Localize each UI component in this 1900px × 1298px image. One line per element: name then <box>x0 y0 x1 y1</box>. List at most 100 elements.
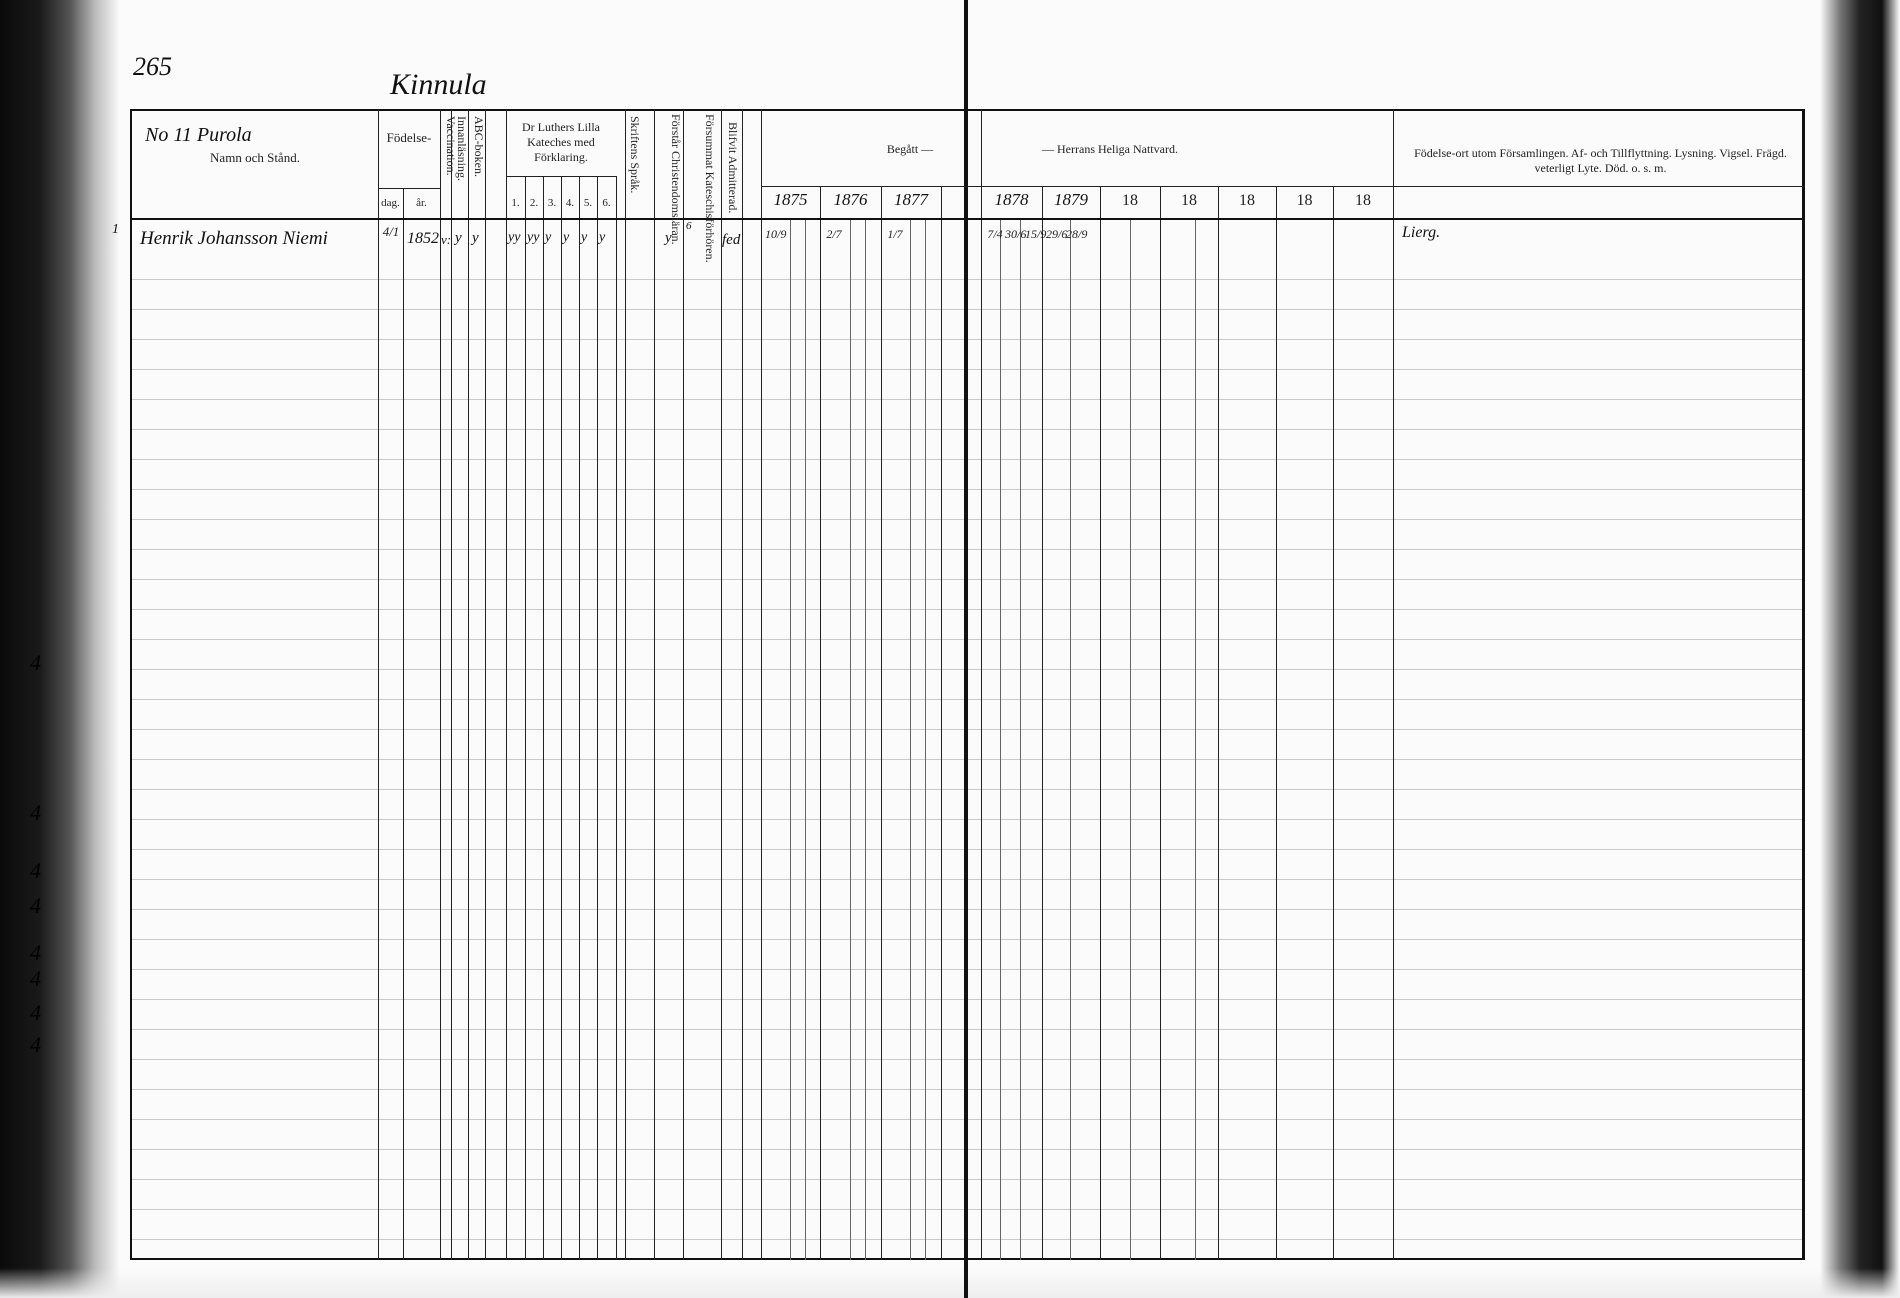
abc-header: ABC-boken. <box>472 116 486 177</box>
column-line <box>761 109 762 1260</box>
margin-mark: 4 <box>30 940 41 965</box>
catechism-part-header: 4. <box>565 197 575 209</box>
innanlasning-header: Innanläsning. <box>455 116 469 181</box>
column-line <box>579 176 580 1260</box>
sub-column-line <box>790 218 791 1260</box>
column-line <box>1160 186 1161 1260</box>
margin-mark: 4 <box>30 858 41 883</box>
sub-column-line <box>850 218 851 1260</box>
column-line <box>1218 186 1219 1260</box>
scan-right-edge <box>1820 0 1900 1298</box>
column-line <box>742 109 743 1260</box>
year-header: 18 <box>1239 192 1255 209</box>
column-line <box>1333 186 1334 1260</box>
communion-date: 15/9 <box>1025 227 1047 241</box>
sub-column-line <box>1000 218 1001 1260</box>
column-line <box>820 186 821 1260</box>
margin-mark: 4 <box>30 966 41 991</box>
catechism-part-header: 6. <box>602 197 611 209</box>
row-number: 1 <box>112 222 119 237</box>
entry-name: Henrik Johansson Niemi <box>140 228 328 249</box>
margin-mark: 4 <box>30 650 41 675</box>
communion-date: 29/6 <box>1046 227 1068 241</box>
christendom-header: Förstår Christendomsläran. <box>669 114 683 245</box>
column-line <box>440 109 441 1260</box>
forsummat-header: Försummat Kateschisförhören. <box>703 114 717 263</box>
household-label: No 11 Purola <box>145 124 252 146</box>
catechism-part-header: 3. <box>547 197 557 209</box>
catechism-value: y <box>581 230 588 245</box>
communion-date: 28/9 <box>1066 227 1088 241</box>
communion-date: 7/4 <box>987 227 1003 241</box>
column-line <box>616 176 617 1260</box>
column-line <box>451 109 452 1260</box>
margin-mark: 4 <box>30 1000 41 1025</box>
catechism-value: yy <box>508 230 521 245</box>
entry-abc: y <box>472 230 479 246</box>
catechism-part-header: 2. <box>529 197 539 209</box>
column-line <box>1100 186 1101 1260</box>
column-line <box>378 109 379 1260</box>
year-header: 18 <box>1296 192 1313 209</box>
column-line <box>721 109 722 1260</box>
year-header: 18 <box>1122 192 1138 209</box>
birth-day-header: dag. <box>381 197 400 209</box>
catechism-header: Dr Luthers Lilla Kateches med Förklaring… <box>522 120 600 164</box>
year-header: 1876 <box>833 190 868 209</box>
catechism-part-header: 5. <box>583 197 593 209</box>
column-line <box>654 109 655 1260</box>
catechism-part-header: 1. <box>511 197 520 209</box>
entry-notes: Lierg. <box>1402 224 1441 241</box>
margin-mark: 4 <box>30 800 41 825</box>
catechism-value: y <box>545 230 552 245</box>
years-subheader-line <box>761 186 1805 187</box>
sub-column-line <box>805 218 806 1260</box>
scan-left-edge <box>0 0 120 1298</box>
column-line <box>683 109 684 1260</box>
admitterad-header: Blifvit Admitterad. <box>726 122 740 214</box>
header-bottom-line <box>130 218 1805 220</box>
communion-date: 2/7 <box>826 227 842 241</box>
entry-christendom: y <box>665 230 672 246</box>
book-spine <box>964 0 968 1298</box>
vaccination-header: Vaccination. <box>444 116 458 176</box>
margin-mark: 4 <box>30 893 41 918</box>
name-column-header: Namn och Stånd. <box>210 150 300 165</box>
birth-year-header: år. <box>416 197 427 209</box>
birth-header: Födelse- <box>386 130 432 145</box>
communion-date: 30/6 <box>1005 227 1027 241</box>
village-name: Kinnula <box>390 68 487 101</box>
column-line <box>525 176 526 1260</box>
column-line <box>981 109 982 1260</box>
sub-column-line <box>865 218 866 1260</box>
ruled-rows <box>132 250 1804 1258</box>
sub-column-line <box>925 218 926 1260</box>
birth-subheader-line <box>378 188 440 189</box>
year-header: 18 <box>1355 192 1371 209</box>
entry-forsummat: 6 <box>686 220 692 232</box>
catechism-value: y <box>563 230 570 245</box>
column-line <box>941 186 942 1260</box>
skrift-header: Skriftens Språk. <box>628 116 642 194</box>
column-line <box>543 176 544 1260</box>
year-header: 1877 <box>894 190 928 209</box>
catechism-value: yy <box>527 230 540 245</box>
column-line <box>1393 109 1394 1260</box>
column-line <box>625 109 626 1260</box>
catechism-subheader-line <box>506 176 616 177</box>
notes-column-header: Födelse-ort utom Församlingen. Af- och T… <box>1414 146 1787 175</box>
column-line <box>485 109 486 1260</box>
sub-column-line <box>1020 218 1021 1260</box>
column-line <box>403 188 404 1260</box>
nattvard-header: — Herrans Heliga Nattvard. <box>1042 142 1178 156</box>
margin-mark: 4 <box>30 1032 41 1057</box>
sub-column-line <box>1130 218 1131 1260</box>
year-header: 1875 <box>773 190 808 209</box>
column-line <box>1276 186 1277 1260</box>
communion-date: 10/9 <box>765 227 787 241</box>
page-number: 265 <box>133 52 172 81</box>
column-line <box>561 176 562 1260</box>
column-line <box>597 176 598 1260</box>
sub-column-line <box>910 218 911 1260</box>
sub-column-line <box>1070 218 1071 1260</box>
